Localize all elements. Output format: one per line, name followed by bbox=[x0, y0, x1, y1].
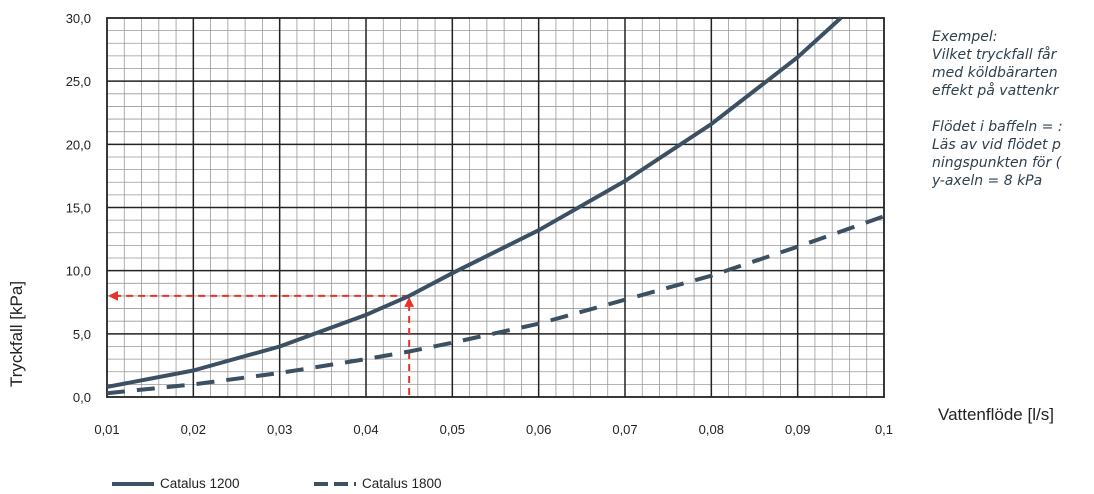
note-line: ningspunkten för ( bbox=[932, 155, 1062, 171]
example-note: Exempel: Vilket tryckfall får med köldbä… bbox=[932, 28, 1094, 190]
x-axis-title: Vattenflöde [l/s] bbox=[938, 405, 1054, 424]
x-tick-label: 0,08 bbox=[699, 422, 724, 437]
legend-swatch-dashed bbox=[314, 481, 356, 486]
y-tick-label: 10,0 bbox=[66, 264, 91, 279]
x-tick-label: 0,02 bbox=[181, 422, 206, 437]
note-line: med köldbärarten bbox=[932, 65, 1058, 81]
legend-item-catalus-1800: Catalus 1800 bbox=[314, 476, 442, 491]
y-axis-title: Tryckfall [kPa] bbox=[7, 280, 26, 388]
x-tick-label: 0,03 bbox=[267, 422, 292, 437]
y-tick-label: 5,0 bbox=[73, 327, 91, 342]
note-line: Läs av vid flödet p bbox=[932, 137, 1061, 153]
x-tick-label: 0,05 bbox=[440, 422, 465, 437]
note-line: effekt på vattenkr bbox=[932, 83, 1059, 99]
legend-label: Catalus 1800 bbox=[362, 476, 442, 491]
note-line: Exempel: bbox=[932, 29, 998, 45]
y-tick-label: 25,0 bbox=[66, 74, 91, 89]
y-tick-label: 15,0 bbox=[66, 201, 91, 216]
x-tick-label: 0,06 bbox=[526, 422, 551, 437]
y-tick-label: 30,0 bbox=[66, 11, 91, 26]
legend-label: Catalus 1200 bbox=[160, 476, 240, 491]
y-tick-label: 20,0 bbox=[66, 137, 91, 152]
note-line: Flödet i baffeln = : bbox=[932, 119, 1063, 135]
series-line-2 bbox=[107, 214, 884, 396]
plot-frame bbox=[106, 17, 885, 398]
x-tick-label: 0,07 bbox=[612, 422, 637, 437]
note-line bbox=[932, 100, 1094, 118]
x-tick-label: 0,01 bbox=[94, 422, 119, 437]
y-tick-label: 0,0 bbox=[73, 390, 91, 405]
x-tick-label: 0,09 bbox=[785, 422, 810, 437]
series-line-1 bbox=[107, 16, 843, 389]
note-line: y-axeln = 8 kPa bbox=[932, 173, 1043, 189]
legend-swatch-solid bbox=[112, 481, 154, 486]
x-tick-label: 0,04 bbox=[353, 422, 378, 437]
note-line: Vilket tryckfall får bbox=[932, 47, 1057, 63]
legend-item-catalus-1200: Catalus 1200 bbox=[112, 476, 240, 491]
x-tick-label: 0,1 bbox=[875, 422, 893, 437]
